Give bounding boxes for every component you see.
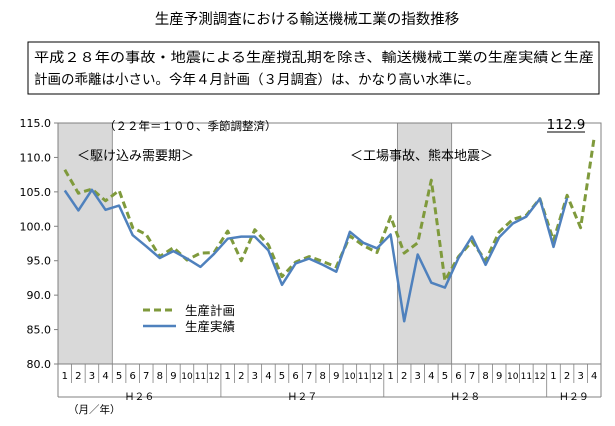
x-tick-label: 8 bbox=[482, 371, 488, 382]
x-tick-label: 5 bbox=[116, 371, 122, 382]
x-tick-label: 11 bbox=[358, 372, 369, 382]
x-tick-label: 1 bbox=[62, 371, 68, 382]
x-tick-label: 9 bbox=[496, 371, 502, 382]
x-tick-label: 9 bbox=[170, 371, 176, 382]
x-tick-label: 4 bbox=[591, 371, 597, 382]
x-tick-label: 1 bbox=[225, 371, 231, 382]
x-tick-label: 11 bbox=[195, 372, 206, 382]
x-tick-label: 6 bbox=[455, 371, 461, 382]
x-tick-label: 6 bbox=[292, 371, 298, 382]
y-tick-label: 115.0 bbox=[20, 117, 52, 130]
year-label: Ｈ２７ bbox=[287, 392, 317, 403]
x-tick-label: 8 bbox=[320, 371, 326, 382]
legend-label-1: 生産実績 bbox=[185, 319, 235, 334]
x-tick-label: 12 bbox=[208, 372, 219, 382]
chart-title: 生産予測調査における輸送機械工業の指数推移 bbox=[155, 11, 460, 28]
x-tick-label: 4 bbox=[265, 371, 271, 382]
y-tick-label: 100.0 bbox=[20, 220, 52, 233]
y-tick-label: 85.0 bbox=[27, 324, 52, 337]
x-tick-label: 1 bbox=[550, 371, 556, 382]
year-label: Ｈ２８ bbox=[450, 392, 480, 403]
year-label: Ｈ２９ bbox=[559, 392, 589, 403]
series-line-0 bbox=[63, 137, 596, 283]
x-tick-label: 1 bbox=[387, 371, 393, 382]
x-tick-label: 11 bbox=[521, 372, 532, 382]
summary-box bbox=[27, 41, 600, 95]
x-tick-label: 5 bbox=[442, 371, 448, 382]
x-tick-label: 10 bbox=[344, 372, 356, 382]
x-tick-label: 10 bbox=[181, 372, 193, 382]
y-tick-label: 95.0 bbox=[27, 255, 52, 268]
x-tick-label: 7 bbox=[306, 371, 312, 382]
summary-line-1: 平成２８年の事故・地震による生産撹乱期を除き、輸送機械工業の生産実績と生産 bbox=[34, 50, 594, 66]
shaded-period-0 bbox=[57, 122, 113, 365]
summary-line-2: 計画の乖離は小さい。今年４月計画（３月調査）は、かなり高い水準に。 bbox=[34, 71, 480, 88]
x-tick-label: 8 bbox=[157, 371, 163, 382]
x-tick-label: 3 bbox=[577, 371, 583, 382]
y-tick-label: 110.0 bbox=[20, 151, 52, 164]
period-label-1: ＜工場事故、熊本地震＞ bbox=[350, 148, 493, 164]
x-tick-label: 2 bbox=[401, 371, 407, 382]
x-tick-label: 2 bbox=[75, 371, 81, 382]
series-line-1 bbox=[63, 188, 569, 323]
base-note: （２２年＝１００、季節調整済） bbox=[104, 119, 277, 133]
x-tick-label: 7 bbox=[469, 371, 475, 382]
x-tick-label: 10 bbox=[507, 372, 519, 382]
x-unit-label: （月／年） bbox=[68, 403, 121, 416]
x-tick-label: 12 bbox=[534, 372, 545, 382]
latest-value-label: 112.9 bbox=[547, 117, 586, 133]
x-tick-label: 7 bbox=[143, 371, 149, 382]
x-tick-label: 4 bbox=[102, 371, 108, 382]
year-label: Ｈ２６ bbox=[124, 392, 154, 403]
period-label-0: ＜駆け込み需要期＞ bbox=[77, 149, 194, 164]
y-tick-label: 105.0 bbox=[20, 186, 52, 199]
x-tick-label: 2 bbox=[564, 371, 570, 382]
x-tick-label: 2 bbox=[238, 371, 244, 382]
x-tick-label: 12 bbox=[371, 372, 382, 382]
x-tick-label: 3 bbox=[89, 371, 95, 382]
x-tick-label: 3 bbox=[252, 371, 258, 382]
y-tick-label: 80.0 bbox=[27, 358, 52, 371]
x-tick-label: 9 bbox=[333, 371, 339, 382]
x-tick-label: 3 bbox=[415, 371, 421, 382]
x-tick-label: 6 bbox=[129, 371, 135, 382]
x-tick-label: 4 bbox=[428, 371, 434, 382]
y-tick-label: 90.0 bbox=[27, 289, 52, 302]
legend-label-0: 生産計画 bbox=[185, 303, 235, 318]
x-tick-label: 5 bbox=[279, 371, 285, 382]
